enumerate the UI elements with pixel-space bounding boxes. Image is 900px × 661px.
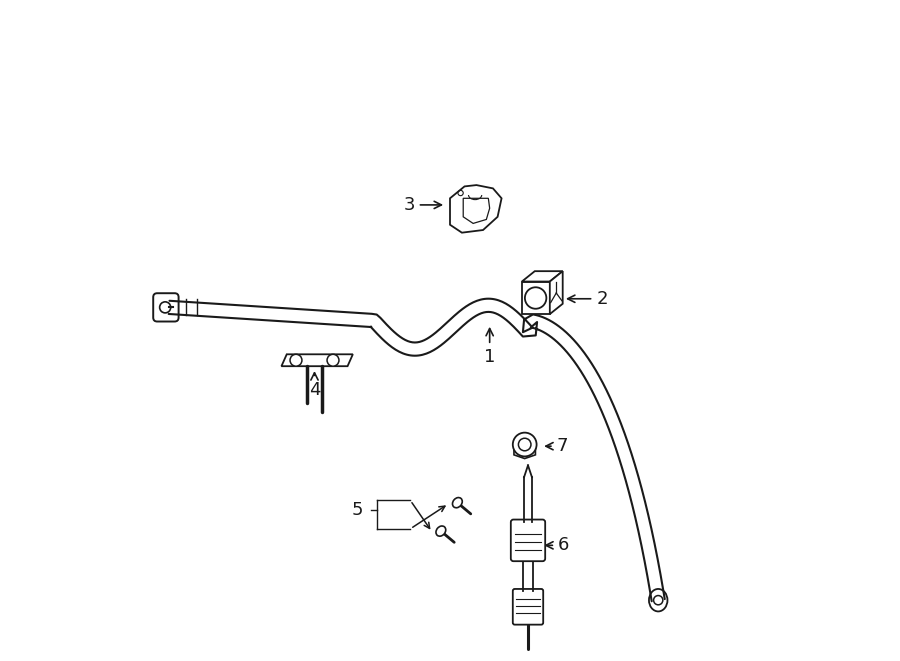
Polygon shape [522,282,550,314]
Polygon shape [550,271,562,314]
Text: 3: 3 [403,196,441,214]
FancyBboxPatch shape [513,589,544,625]
Text: 5: 5 [352,501,364,520]
Text: 6: 6 [546,536,570,555]
Ellipse shape [453,498,463,508]
FancyBboxPatch shape [511,520,545,561]
Circle shape [525,288,546,309]
Circle shape [513,432,536,456]
Polygon shape [450,185,501,233]
Circle shape [290,354,302,366]
Text: 7: 7 [546,437,568,455]
Polygon shape [464,198,490,223]
Polygon shape [282,354,353,366]
Polygon shape [522,271,562,282]
Circle shape [327,354,339,366]
Ellipse shape [436,526,446,536]
Text: 2: 2 [568,290,608,308]
Text: 1: 1 [484,329,495,366]
Polygon shape [514,444,536,459]
Text: 4: 4 [309,373,320,399]
